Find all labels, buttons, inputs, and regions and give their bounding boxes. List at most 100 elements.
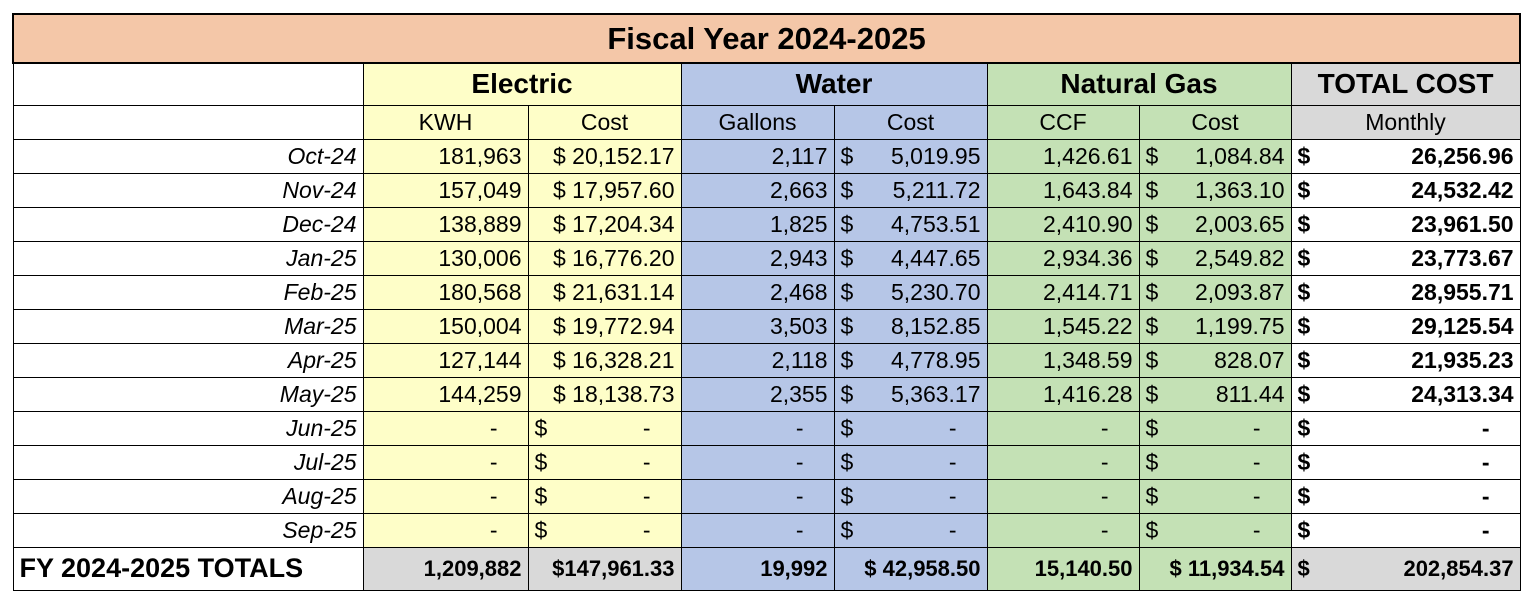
month-cell: May-25 [12, 376, 364, 412]
water-cost-cell: $4,753.51 [833, 206, 988, 242]
blank-subheader-cell [12, 104, 364, 140]
gas-cost-value: - [1252, 482, 1261, 509]
month-label: Sep-25 [282, 516, 357, 543]
kwh-value: - [489, 516, 498, 543]
ccf-cell: - [986, 410, 1140, 446]
currency-symbol: $ [840, 516, 854, 543]
currency-symbol: $ [1297, 482, 1311, 509]
month-label: Apr-25 [287, 346, 357, 373]
gallons-cell: - [680, 410, 835, 446]
gas-cost-value: 2,003.65 [1194, 210, 1285, 237]
month-cell: Oct-24 [12, 138, 364, 174]
currency-symbol: $ [1297, 176, 1311, 203]
title-row: Fiscal Year 2024-2025 [11, 13, 1522, 64]
monthly-total-value: - [1481, 448, 1490, 475]
monthly-total-cell: $ - [1290, 410, 1521, 446]
water-cost-value: 4,778.95 [890, 346, 981, 373]
gallons-subheader: Gallons [680, 104, 835, 140]
kwh-cell: 180,568 [362, 274, 529, 310]
gallons-value: 2,663 [769, 176, 828, 203]
gas-cost-value: 811.44 [1215, 380, 1285, 407]
water-cost-value: 4,447.65 [890, 244, 981, 271]
gas-cost-value: 2,093.87 [1194, 278, 1285, 305]
currency-symbol: $ [840, 176, 854, 203]
monthly-subheader: Monthly [1290, 104, 1521, 140]
monthly-total-value: 21,935.23 [1411, 346, 1514, 373]
currency-symbol: $ [1297, 555, 1310, 581]
monthly-total-cell: $24,532.42 [1290, 172, 1521, 208]
currency-symbol: $ [1297, 210, 1311, 237]
electric-cost-value: $ 16,328.21 [552, 346, 675, 373]
gallons-value: 2,355 [769, 380, 828, 407]
month-label: Aug-25 [282, 482, 357, 509]
gas-cost-cell: $1,363.10 [1138, 172, 1292, 208]
electric-cost-cell: $ 19,772.94 [527, 308, 682, 344]
ccf-value: - [1100, 414, 1109, 441]
kwh-value: 150,004 [438, 312, 522, 339]
ccf-value: 2,410.90 [1042, 210, 1133, 237]
table-row: Mar-25 150,004 $ 19,772.94 3,503 $8,152.85 1,… [12, 308, 1521, 344]
water-cost-cell: $5,230.70 [833, 274, 988, 310]
currency-symbol: $ [1297, 142, 1311, 169]
monthly-total-value: - [1481, 516, 1490, 543]
grand-total: $ 202,854.37 [1290, 546, 1521, 591]
table-row: Nov-24 157,049 $ 17,957.60 2,663 $5,211.72 1,… [12, 172, 1521, 208]
currency-symbol: $ [1145, 312, 1159, 339]
kwh-cell: 157,049 [362, 172, 529, 208]
ccf-value: 1,416.28 [1042, 380, 1133, 407]
water-cost-cell: $ - [833, 478, 988, 514]
ccf-cell: 1,545.22 [986, 308, 1140, 344]
ccf-cell: 1,416.28 [986, 376, 1140, 412]
month-cell: Aug-25 [12, 478, 364, 514]
currency-symbol: $ [1297, 312, 1311, 339]
water-cost-value: - [948, 516, 957, 543]
table-row: Apr-25 127,144 $ 16,328.21 2,118 $4,778.95 1,… [12, 342, 1521, 378]
electric-cost-value: $ 18,138.73 [552, 380, 675, 407]
table-row: Oct-24 181,963 $ 20,152.17 2,117 $5,019.95 1,… [12, 138, 1521, 174]
gallons-value: 2,468 [769, 278, 828, 305]
currency-symbol: $ [1297, 380, 1311, 407]
gas-cost-value: 1,363.10 [1194, 176, 1285, 203]
currency-symbol: $ [840, 482, 854, 509]
electric-cost-value: $ 16,776.20 [552, 244, 675, 271]
gallons-cell: 2,943 [680, 240, 835, 276]
month-cell: Feb-25 [12, 274, 364, 310]
gallons-value: 1,825 [769, 210, 828, 237]
currency-symbol: $ [840, 244, 854, 271]
currency-symbol: $ [1297, 244, 1311, 271]
water-cost-value: 5,019.95 [890, 142, 981, 169]
water-cost-value: 5,230.70 [890, 278, 981, 305]
currency-symbol: $ [1145, 448, 1159, 475]
subheader-row: KWH Cost Gallons Cost CCF Cost Monthly [12, 104, 1521, 140]
month-label: Mar-25 [284, 312, 357, 339]
water-header: Water [680, 62, 988, 106]
currency-symbol: $ [840, 346, 854, 373]
gas-cost-value: 2,549.82 [1194, 244, 1285, 271]
monthly-total-cell: $23,773.67 [1290, 240, 1521, 276]
currency-symbol: $ [840, 278, 854, 305]
electric-cost-value: $ 21,631.14 [552, 278, 675, 305]
kwh-value: 180,568 [438, 278, 522, 305]
ccf-cell: - [986, 478, 1140, 514]
gallons-cell: - [680, 444, 835, 480]
electric-cost-cell: $ 17,957.60 [527, 172, 682, 208]
monthly-total-cell: $29,125.54 [1290, 308, 1521, 344]
kwh-cell: 127,144 [362, 342, 529, 378]
monthly-total-cell: $ - [1290, 512, 1521, 548]
currency-symbol: $ [534, 516, 548, 543]
monthly-total-cell: $24,313.34 [1290, 376, 1521, 412]
blank-header-cell [12, 62, 364, 106]
ccf-value: - [1100, 448, 1109, 475]
water-cost-value: - [948, 448, 957, 475]
ccf-value: - [1100, 516, 1109, 543]
kwh-value: - [489, 414, 498, 441]
water-cost-cell: $ - [833, 512, 988, 548]
table-row: May-25 144,259 $ 18,138.73 2,355 $5,363.17 1,… [12, 376, 1521, 412]
currency-symbol: $ [840, 380, 854, 407]
water-cost-value: 4,753.51 [890, 210, 981, 237]
table-row: Aug-25- $ - - $ - - $ - $ - [12, 478, 1521, 514]
gallons-cell: 3,503 [680, 308, 835, 344]
kwh-subheader: KWH [362, 104, 529, 140]
month-label: May-25 [279, 380, 357, 407]
ccf-value: 1,348.59 [1042, 346, 1133, 373]
